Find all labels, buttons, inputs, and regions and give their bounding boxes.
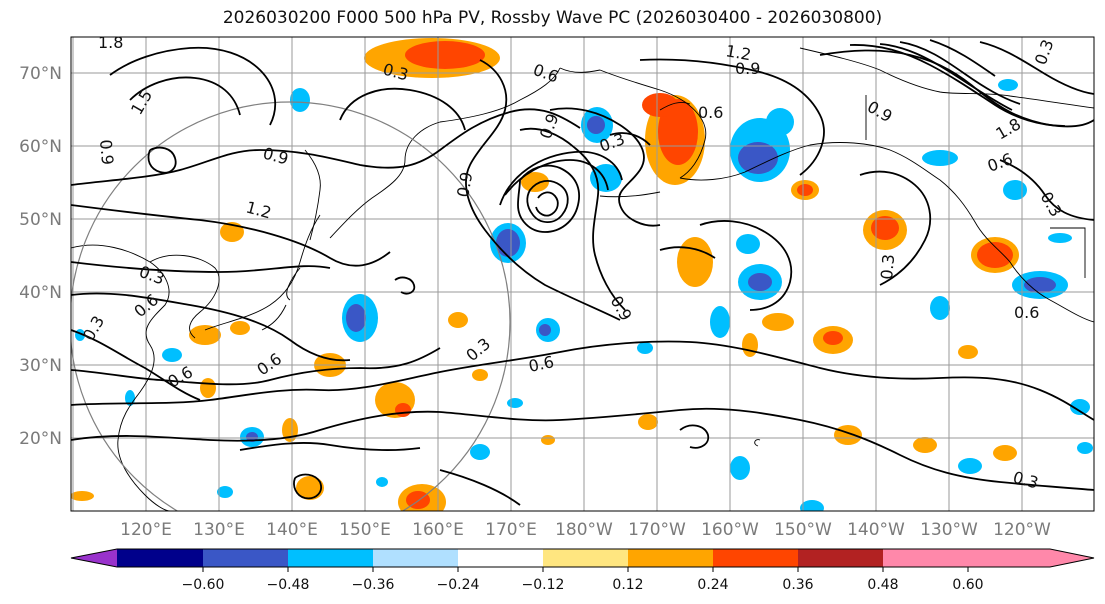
map-area	[71, 37, 1094, 511]
lat-label: 20°N	[19, 429, 62, 449]
lon-label: 140°W	[847, 520, 905, 540]
colorbar-tick-label: −0.24	[437, 577, 480, 593]
lon-label: 170°W	[628, 520, 686, 540]
colorbar-segment	[203, 549, 288, 567]
coastlines	[71, 47, 1094, 511]
colorbar-segment	[883, 549, 1050, 567]
lat-label: 70°N	[19, 64, 62, 84]
lon-label: 120°E	[120, 520, 172, 540]
contour-label: 0.9	[453, 170, 476, 198]
map-border	[70, 36, 1095, 512]
colorbar-segment	[71, 549, 117, 567]
lon-label: 130°E	[193, 520, 245, 540]
colorbar-tick-label: −0.48	[267, 577, 310, 593]
contour-label: 1.2	[724, 41, 752, 64]
colorbar-segment	[713, 549, 798, 567]
pc-shading	[71, 38, 1093, 511]
lat-label: 60°N	[19, 137, 62, 157]
lon-label: 120°W	[993, 520, 1051, 540]
lon-label: 160°E	[412, 520, 464, 540]
lon-label: 150°E	[339, 520, 391, 540]
contour-label: 1.8	[98, 33, 123, 52]
colorbar-segment	[373, 549, 458, 567]
longitude-axis: 120°E 130°E 140°E 150°E 160°E 170°E 180°…	[120, 520, 1051, 540]
colorbar: −0.60 −0.48 −0.36 −0.24 −0.12 0.12 0.24 …	[70, 548, 1095, 593]
contour-label: 0.9	[96, 139, 117, 166]
lon-label: 180°W	[555, 520, 613, 540]
colorbar-segment	[543, 549, 628, 567]
colorbar-segment	[798, 549, 883, 567]
latitude-axis: 70°N 60°N 50°N 40°N 30°N 20°N	[19, 64, 62, 449]
lon-label: 150°W	[774, 520, 832, 540]
lat-label: 50°N	[19, 210, 62, 230]
lat-label: 30°N	[19, 356, 62, 376]
graticule	[71, 37, 1094, 511]
colorbar-outline	[70, 548, 1095, 568]
colorbar-tick-label: 0.36	[782, 577, 813, 593]
reference-circle	[71, 101, 511, 511]
lat-label: 40°N	[19, 283, 62, 303]
colorbar-tick-label: −0.60	[182, 577, 225, 593]
lon-label: 160°W	[701, 520, 759, 540]
lon-label: 130°W	[920, 520, 978, 540]
lon-label: 170°E	[485, 520, 537, 540]
colorbar-segment	[1050, 549, 1094, 567]
colorbar-tick-label: 0.48	[867, 577, 898, 593]
contour-label: 0.6	[1014, 303, 1039, 322]
contour-label: 0.9	[735, 59, 760, 78]
colorbar-segment	[628, 549, 713, 567]
lon-label: 140°E	[266, 520, 318, 540]
colorbar-tick-label: 0.12	[612, 577, 643, 593]
pv-contours	[71, 39, 1094, 506]
colorbar-segment	[288, 549, 373, 567]
colorbar-segment	[458, 549, 543, 567]
contour-label: 0.3	[877, 253, 898, 280]
colorbar-tick-label: 0.60	[952, 577, 983, 593]
contour-label: 0.6	[698, 103, 723, 122]
colorbar-tick-label: −0.12	[522, 577, 565, 593]
plot-title: 2026030200 F000 500 hPa PV, Rossby Wave …	[222, 8, 883, 28]
contour-label: 0.6	[527, 352, 556, 376]
colorbar-segment	[117, 549, 203, 567]
colorbar-tick-label: 0.24	[697, 577, 728, 593]
colorbar-tick-label: −0.36	[352, 577, 395, 593]
